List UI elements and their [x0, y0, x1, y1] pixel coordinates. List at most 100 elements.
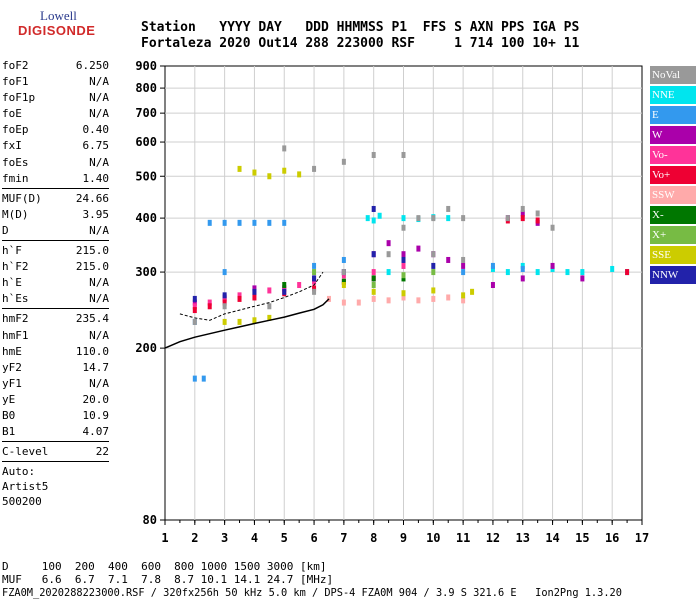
data-point-nne — [520, 262, 525, 269]
data-point-vo- — [207, 299, 212, 306]
param-value: N/A — [89, 155, 109, 169]
data-point-x- — [401, 275, 406, 282]
data-point-vo- — [192, 303, 197, 310]
data-point-nne — [580, 269, 585, 276]
data-point-sse — [222, 318, 227, 325]
auto-artist: Artist5 — [2, 480, 49, 494]
data-point-ssw — [461, 297, 466, 304]
parameter-panel: foF2 6.250 foF1 N/A foF1p N/A foE N/A foEp 0.40 fx… — [2, 58, 109, 509]
data-point-noval — [267, 303, 272, 310]
x-tick-label: 10 — [426, 531, 440, 545]
x-tick-label: 7 — [340, 531, 347, 545]
param-label: foEs — [2, 155, 29, 169]
data-point-ssw — [431, 295, 436, 302]
data-point-nnw — [252, 288, 257, 295]
x-tick-label: 6 — [310, 531, 317, 545]
y-tick-label: 700 — [135, 106, 157, 120]
data-point-vo- — [401, 262, 406, 269]
param-row: MUF(D) 24.66 — [2, 191, 109, 207]
param-label: h`F — [2, 244, 22, 258]
legend-item: X+ — [650, 226, 696, 244]
x-tick-label: 15 — [575, 531, 589, 545]
y-tick-label: 200 — [135, 341, 157, 355]
data-point-nne — [535, 269, 540, 276]
param-group-1: foF2 6.250 foF1 N/A foF1p N/A foE N/A foEp 0.40 fx… — [2, 58, 109, 187]
x-tick-label: 16 — [605, 531, 619, 545]
param-group-3: h`F 215.0 h`F2 215.0 h`E N/A h`Es N/A — [2, 243, 109, 307]
data-point-vo- — [520, 215, 525, 222]
x-tick-label: 5 — [281, 531, 288, 545]
data-point-nne — [446, 215, 451, 222]
data-point-e — [461, 269, 466, 276]
param-row: hmF2 235.4 — [2, 311, 109, 327]
data-point-vo- — [237, 292, 242, 299]
x-tick-label: 8 — [370, 531, 377, 545]
y-tick-label: 500 — [135, 169, 157, 183]
data-point-w — [580, 275, 585, 282]
param-row: foE N/A — [2, 106, 109, 122]
data-point-vo- — [192, 307, 197, 314]
data-point-nne — [377, 212, 382, 219]
param-row: yE 20.0 — [2, 392, 109, 408]
data-point-sse — [282, 167, 287, 174]
data-point-w — [386, 240, 391, 247]
param-row: hmF1 N/A — [2, 328, 109, 344]
data-point-vo- — [222, 295, 227, 302]
x-tick-label: 14 — [545, 531, 559, 545]
data-point-nne — [365, 215, 370, 222]
data-point-sse — [470, 288, 475, 295]
data-point-e — [282, 219, 287, 226]
x-tick-label: 11 — [456, 531, 470, 545]
param-row: foEp 0.40 — [2, 122, 109, 138]
data-point-e — [267, 219, 272, 226]
data-point-nne — [610, 265, 615, 272]
separator — [2, 441, 109, 443]
data-point-nne — [550, 265, 555, 272]
data-point-nnw — [431, 262, 436, 269]
data-point-e — [312, 262, 317, 269]
param-row: h`Es N/A — [2, 291, 109, 307]
data-point-w — [520, 275, 525, 282]
data-point-sse — [371, 288, 376, 295]
data-point-sse — [461, 292, 466, 299]
data-point-noval — [550, 224, 555, 231]
data-point-nnw — [312, 275, 317, 282]
data-point-w — [416, 245, 421, 252]
x-tick-label: 3 — [221, 531, 228, 545]
data-point-sse — [297, 171, 302, 178]
data-point-ssw — [401, 294, 406, 301]
auto-label: Auto: — [2, 465, 36, 479]
y-tick-label: 900 — [135, 59, 157, 73]
param-row: foF1p N/A — [2, 90, 109, 106]
legend-item: SSW — [650, 186, 696, 204]
data-point-sse — [431, 287, 436, 294]
data-point-noval — [416, 215, 421, 222]
param-value: 14.7 — [82, 360, 110, 374]
param-value: 10.9 — [82, 408, 110, 422]
param-value: 110.0 — [75, 344, 109, 358]
data-point-noval — [520, 205, 525, 212]
data-point-noval — [535, 210, 540, 217]
data-point-e — [520, 265, 525, 272]
data-point-w — [446, 256, 451, 263]
data-point-x- — [401, 272, 406, 279]
legend-item: Vo+ — [650, 166, 696, 184]
param-value: 20.0 — [82, 392, 110, 406]
data-point-ssw — [416, 297, 421, 304]
data-point-sse — [341, 282, 346, 289]
legend-item: NoVal — [650, 66, 696, 84]
param-label: hmE — [2, 344, 22, 358]
data-point-w — [461, 262, 466, 269]
param-row: h`F 215.0 — [2, 243, 109, 259]
x-tick-label: 4 — [251, 531, 258, 545]
param-label: hmF2 — [2, 312, 29, 326]
param-row: M(D) 3.95 — [2, 207, 109, 223]
param-value: 6.75 — [82, 139, 110, 153]
param-value: N/A — [89, 75, 109, 89]
data-point-nne — [505, 269, 510, 276]
data-point-nne — [371, 217, 376, 224]
param-row: yF2 14.7 — [2, 360, 109, 376]
data-point-e — [237, 219, 242, 226]
param-row: D N/A — [2, 223, 109, 239]
data-point-vo- — [237, 295, 242, 302]
